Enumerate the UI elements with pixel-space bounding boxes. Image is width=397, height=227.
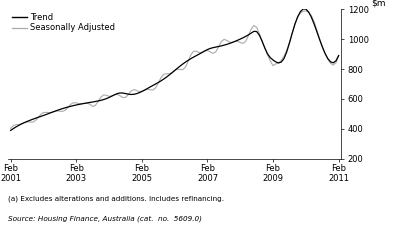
Text: (a) Excludes alterations and additions. Includes refinancing.: (a) Excludes alterations and additions. … [8, 196, 224, 202]
Text: $m: $m [372, 0, 386, 7]
Legend: Trend, Seasonally Adjusted: Trend, Seasonally Adjusted [12, 13, 116, 32]
Text: Source: Housing Finance, Australia (cat.  no.  5609.0): Source: Housing Finance, Australia (cat.… [8, 215, 202, 222]
